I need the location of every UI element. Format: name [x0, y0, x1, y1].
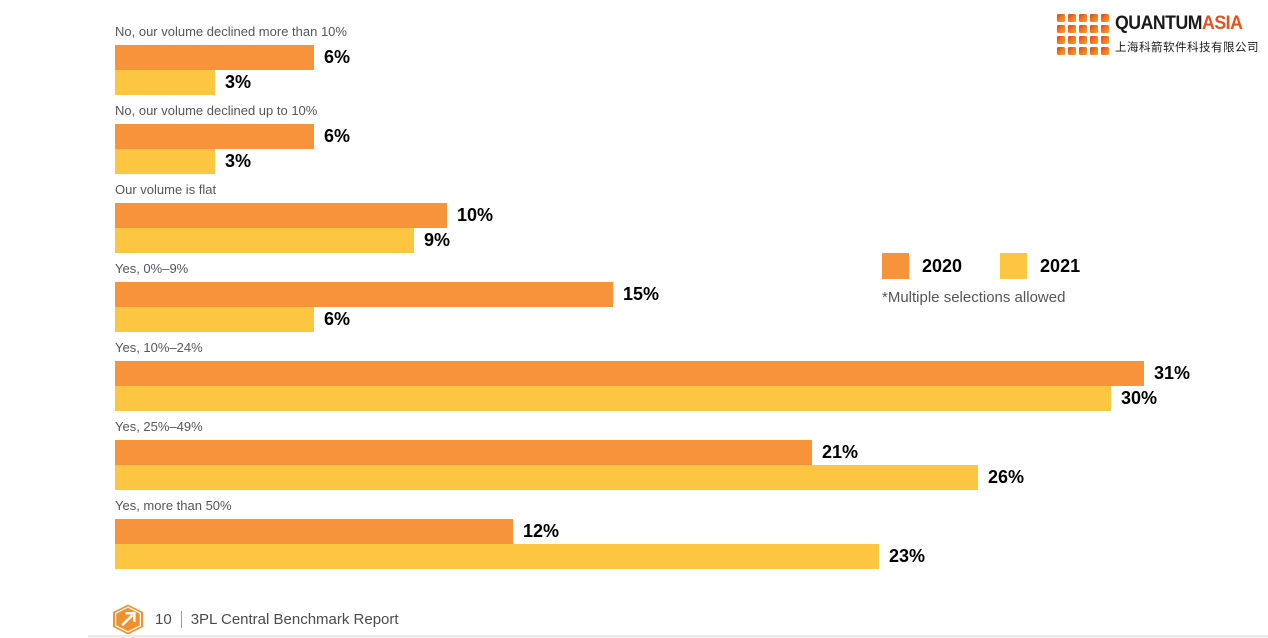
bar-value-2020: 6%: [324, 126, 351, 146]
bar-value-2020: 31%: [1154, 363, 1191, 383]
brand-logo-grid-icon: [1057, 14, 1109, 55]
bar-2021: [115, 386, 1111, 411]
bar-value-2021: 26%: [988, 467, 1025, 487]
bar-chart: No, our volume declined more than 10% 6%…: [115, 25, 1255, 578]
bar-2020: [115, 519, 513, 544]
legend-item-2021: 2021: [1000, 253, 1080, 279]
page-bottom-edge: [88, 635, 1268, 638]
logo-square: [1068, 25, 1076, 33]
legend-swatch-2020: [882, 253, 909, 279]
chart-row: No, our volume declined more than 10% 6%…: [115, 25, 1255, 95]
logo-square: [1068, 14, 1076, 22]
bar-value-2021: 30%: [1121, 388, 1158, 408]
brand-subtitle: 上海科箭软件科技有限公司: [1115, 42, 1259, 54]
bar-2021: [115, 544, 879, 569]
category-label: No, our volume declined more than 10%: [115, 24, 347, 39]
bar-value-2021: 6%: [324, 309, 351, 329]
logo-square: [1101, 14, 1109, 22]
chart-row: Yes, 25%–49% 21% 26%: [115, 420, 1255, 490]
category-label: Yes, 0%–9%: [115, 261, 189, 276]
chart-row: No, our volume declined up to 10% 6% 3%: [115, 104, 1255, 174]
logo-square: [1057, 47, 1065, 55]
brand-logo: QUANTUMASIA 上海科箭软件科技有限公司: [1057, 14, 1259, 55]
logo-square: [1079, 47, 1087, 55]
footer: 10 3PL Central Benchmark Report: [110, 604, 399, 635]
chart-row: Our volume is flat 10% 9%: [115, 183, 1255, 253]
bar-2021: [115, 70, 215, 95]
brand-name-secondary: ASIA: [1202, 13, 1243, 34]
bar-value-2021: 3%: [225, 72, 252, 92]
bar-value-2020: 21%: [822, 442, 859, 462]
logo-square: [1068, 47, 1076, 55]
chart-row: Yes, more than 50% 12% 23%: [115, 499, 1255, 569]
logo-square: [1101, 25, 1109, 33]
logo-square: [1079, 36, 1087, 44]
bar-value-2020: 6%: [324, 47, 351, 67]
bar-2021: [115, 228, 414, 253]
bar-value-2021: 3%: [225, 151, 252, 171]
category-label: Our volume is flat: [115, 182, 217, 197]
bar-value-2021: 23%: [889, 546, 926, 566]
legend-label-2021: 2021: [1040, 255, 1081, 276]
bar-value-2021: 9%: [424, 230, 451, 250]
bar-2020: [115, 440, 812, 465]
logo-square: [1057, 25, 1065, 33]
category-label: Yes, more than 50%: [115, 498, 232, 513]
report-title: 3PL Central Benchmark Report: [190, 611, 399, 628]
logo-square: [1057, 14, 1065, 22]
bar-2020: [115, 203, 447, 228]
logo-square: [1079, 14, 1087, 22]
brand-name-primary: QUANTUM: [1115, 13, 1203, 34]
logo-square: [1090, 25, 1098, 33]
page-number: 10: [155, 611, 172, 628]
logo-square: [1079, 25, 1087, 33]
bar-2020: [115, 124, 314, 149]
legend-swatch-2021: [1000, 253, 1028, 279]
bar-2021: [115, 149, 215, 174]
bar-2020: [115, 361, 1144, 386]
logo-square: [1101, 47, 1109, 55]
bar-2021: [115, 465, 978, 490]
bar-2020: [115, 45, 314, 70]
logo-square: [1101, 36, 1109, 44]
bar-value-2020: 10%: [457, 205, 494, 225]
cube-arrow-icon: [112, 604, 144, 635]
bar-2020: [115, 282, 613, 307]
category-label: Yes, 10%–24%: [115, 340, 203, 355]
logo-square: [1068, 36, 1076, 44]
legend-note: *Multiple selections allowed: [882, 289, 1066, 306]
logo-square: [1090, 36, 1098, 44]
logo-square: [1090, 14, 1098, 22]
brand-name: QUANTUMASIA: [1115, 14, 1249, 34]
chart-row: Yes, 10%–24% 31% 30%: [115, 341, 1255, 411]
legend-item-2020: 2020: [882, 253, 962, 279]
footer-separator: [180, 611, 182, 628]
legend-label-2020: 2020: [922, 255, 963, 276]
category-label: No, our volume declined up to 10%: [115, 103, 318, 118]
logo-square: [1057, 36, 1065, 44]
chart-row: Yes, 0%–9% 15% 6%: [115, 262, 1255, 332]
bar-2021: [115, 307, 314, 332]
bar-value-2020: 12%: [523, 521, 560, 541]
chart-legend: 2020 2021 *Multiple selections allowed: [882, 253, 1080, 306]
category-label: Yes, 25%–49%: [115, 419, 203, 434]
logo-square: [1090, 47, 1098, 55]
bar-value-2020: 15%: [623, 284, 660, 304]
